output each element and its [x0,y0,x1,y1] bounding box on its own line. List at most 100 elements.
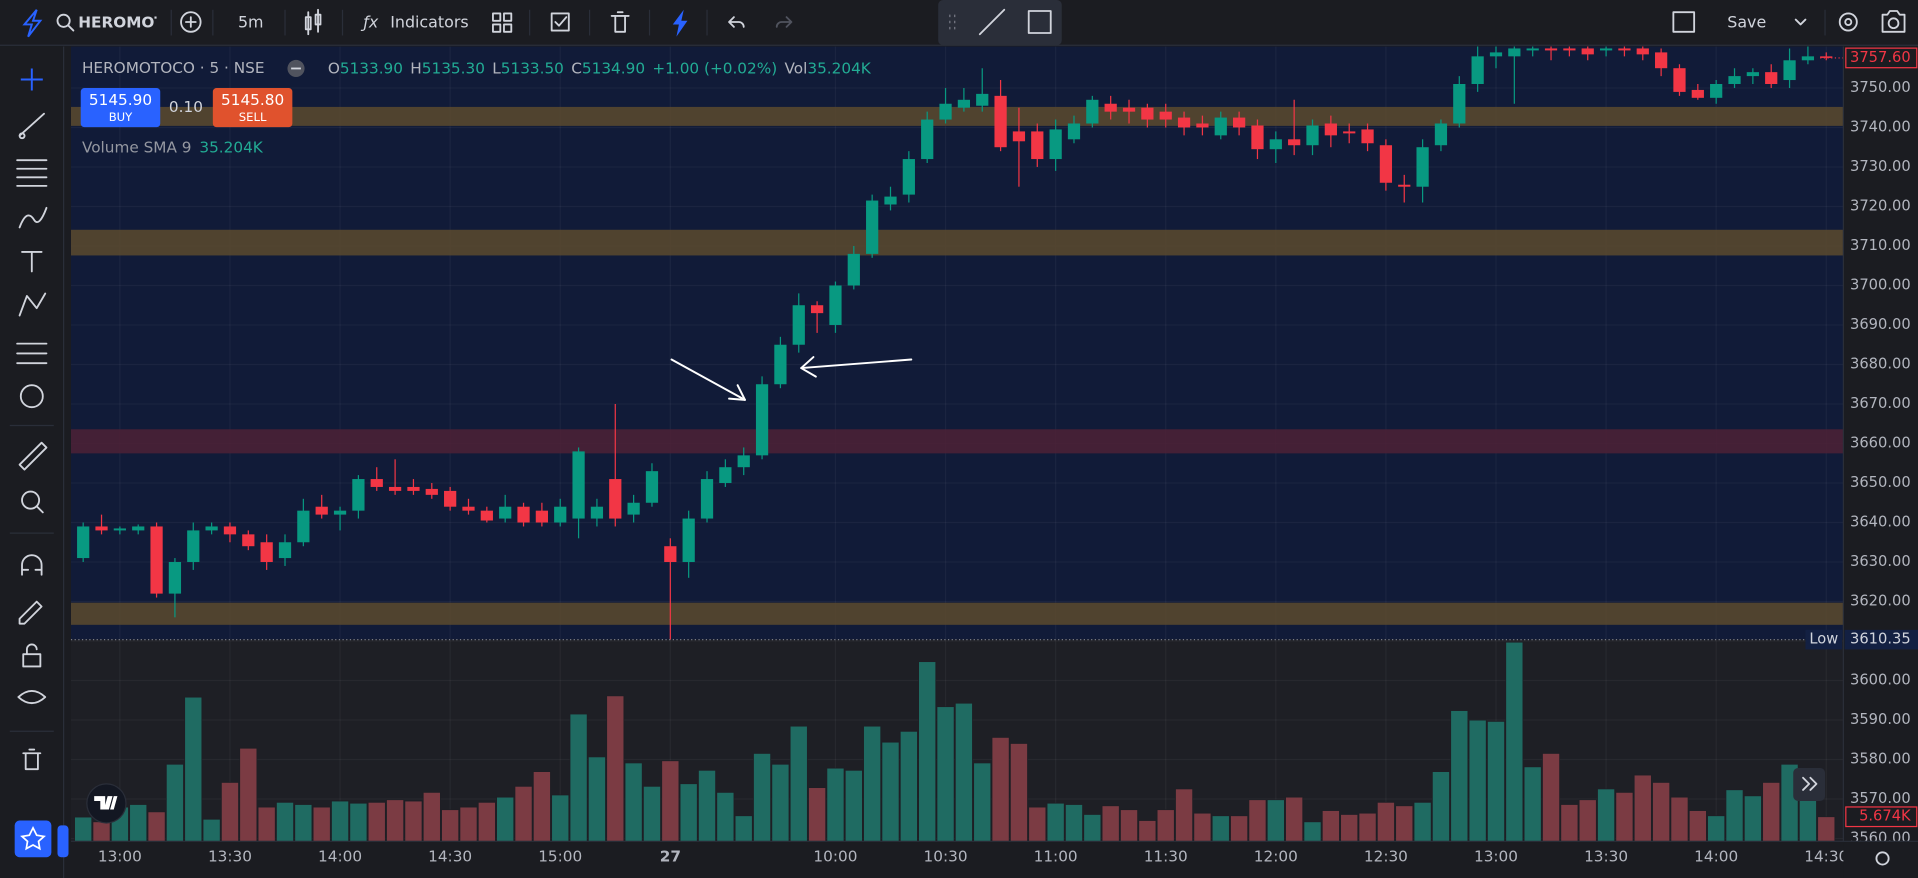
delete-button[interactable] [610,11,630,33]
price-zone [70,106,1844,126]
redo-button[interactable] [775,16,793,28]
sma-label: Volume SMA 9 [82,138,192,156]
volume-bar [1028,806,1047,842]
volume-bar [716,792,735,842]
axis-corner [1843,842,1918,878]
rect-tool[interactable] [1027,10,1052,34]
compare-button[interactable] [180,11,202,33]
volume-bar [1120,809,1138,842]
candle-body [1453,83,1466,124]
lock-draw-tool[interactable] [18,600,43,625]
buy-button[interactable] [80,88,161,128]
volume-bar [606,695,625,842]
remove-tool[interactable] [22,748,42,771]
candle-body [1563,48,1576,51]
layout-button[interactable] [1672,11,1696,33]
snapshot-button[interactable] [1881,10,1906,33]
volume-bar [1083,814,1102,842]
volume-bar [1578,799,1597,842]
arrow-head [728,384,746,401]
y-tick-label: 3600.00 [1850,672,1911,689]
hide-tool[interactable] [17,689,47,705]
candle-body [1728,76,1741,84]
volume-bar [147,811,166,842]
candle-body [535,510,548,523]
x-tick-label: 27 [660,848,681,866]
volume-bar [1707,815,1726,842]
volume-bar [918,661,937,842]
save-button[interactable]: Save [1727,13,1766,32]
logo-bolt[interactable] [22,9,43,38]
candle-body [1581,48,1594,55]
favorites-button[interactable] [14,820,52,858]
alert-button[interactable] [550,12,570,32]
zones [70,106,1844,625]
volume-bar [386,799,405,842]
brush-tool[interactable] [18,206,48,229]
volume-bar [74,816,93,842]
volume-bar [1211,815,1230,842]
buy-label: BUY [109,110,133,124]
candle-body [774,344,787,385]
text-tool[interactable] [21,250,43,273]
drag-handle[interactable] [949,14,956,30]
save-menu[interactable] [1794,18,1807,26]
grid [70,46,1844,842]
price-pane [70,46,1844,640]
x-tick-label: 12:00 [1254,848,1298,866]
sell-price: 5145.80 [221,91,284,109]
volume-bar [367,801,386,842]
zoom-tool [35,505,44,514]
candle-body [1526,48,1539,51]
candle-body [1746,72,1759,77]
ohlc-label: H [410,59,421,77]
crosshair-tool[interactable] [20,68,43,91]
candle-body [1489,52,1503,57]
candle-body [1159,111,1172,120]
quick-trade-button[interactable] [672,9,688,37]
fib-tool[interactable] [16,159,48,187]
magnet-tool[interactable] [21,554,43,576]
forecast-tool[interactable] [16,342,48,365]
volume-bar [551,794,570,842]
search-icon[interactable] [56,13,71,28]
lock-tool[interactable] [22,643,42,668]
candle-body [444,490,457,507]
undo-button[interactable] [728,16,745,28]
symbol-search[interactable]: HEROMOTO [78,14,178,32]
settings-button[interactable] [1838,12,1858,32]
candle-body [1324,123,1337,136]
candle-body [370,479,383,487]
y-tick-label: 3740.00 [1850,118,1911,135]
x-tick-label: 14:30 [1804,848,1848,866]
indicators-button[interactable]: Indicators [390,13,468,32]
candle-body [682,518,695,563]
volume-bar [1468,719,1487,842]
settings-icon[interactable] [1875,851,1890,866]
candle-body [1251,125,1264,150]
collapse-button[interactable] [57,825,69,858]
volume-bar [826,767,845,842]
candle-body [884,196,897,205]
sell-button[interactable] [212,88,293,128]
volume-bar [1248,799,1267,842]
interval-button[interactable]: 5m [238,13,264,32]
icon-tool[interactable] [19,384,44,409]
volume-bar [1101,805,1120,842]
pattern-tool[interactable] [18,292,47,317]
volume-bar [422,792,441,842]
line-tool[interactable] [978,8,1006,36]
buy-price: 5145.90 [89,91,152,109]
chart-type-button[interactable] [304,8,322,36]
candle-body [1801,56,1815,61]
trend-line-tool[interactable] [18,112,45,140]
volume-bar [679,783,698,842]
ruler-tool[interactable] [18,441,48,471]
candle-body [517,506,530,523]
candle-body [95,526,108,531]
templates-button[interactable] [492,12,513,33]
volume-bar [1175,788,1194,842]
zoom-tool[interactable] [21,490,41,510]
volume-bar [844,769,863,842]
candle-body [1783,60,1796,81]
